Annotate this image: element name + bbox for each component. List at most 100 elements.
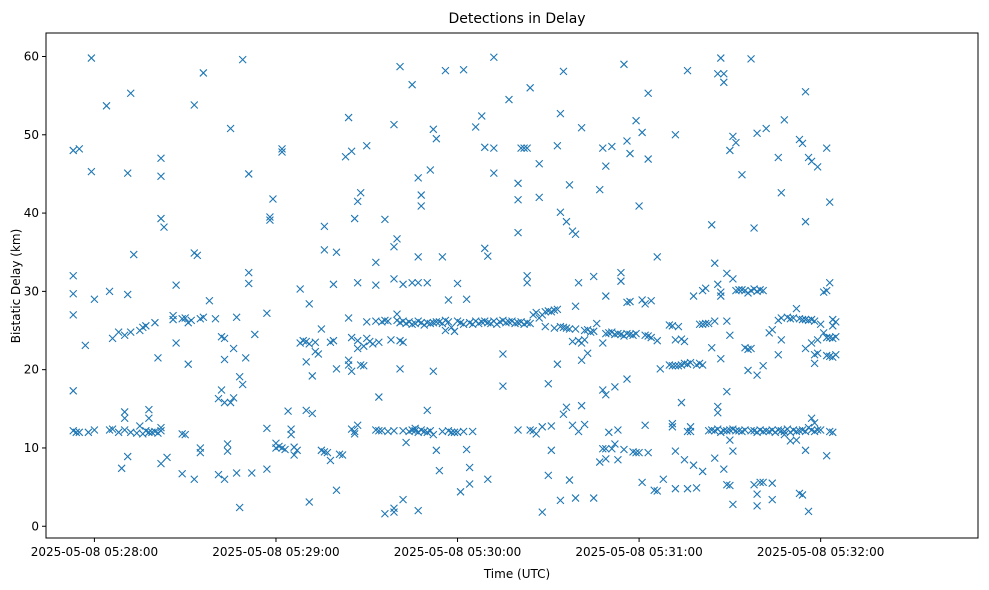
data-point — [601, 390, 610, 399]
data-point — [483, 475, 492, 484]
data-point — [671, 484, 680, 493]
data-point — [390, 508, 398, 517]
data-point — [641, 331, 650, 340]
data-point — [601, 329, 610, 338]
data-point — [713, 280, 722, 289]
data-point — [795, 135, 804, 144]
data-point — [774, 426, 783, 434]
data-point — [417, 191, 426, 199]
data-point — [305, 498, 314, 506]
data-point — [84, 428, 93, 437]
data-point — [129, 250, 138, 259]
data-point — [819, 328, 828, 337]
data-point — [635, 448, 643, 457]
data-point — [831, 350, 840, 359]
data-point — [290, 451, 299, 459]
data-point — [774, 153, 783, 162]
data-point — [393, 235, 401, 243]
data-point — [614, 455, 622, 464]
data-point — [825, 278, 834, 287]
data-point — [114, 328, 123, 336]
data-point — [450, 428, 459, 437]
data-point — [154, 354, 162, 362]
data-point — [822, 451, 831, 460]
data-point — [396, 364, 404, 373]
data-point — [220, 355, 229, 364]
x-tick-label: 2025-05-08 05:28:00 — [31, 545, 158, 559]
data-point — [810, 359, 819, 368]
data-point — [293, 446, 302, 455]
data-point — [553, 141, 562, 150]
data-point — [556, 496, 565, 505]
data-point — [69, 271, 78, 280]
data-point — [181, 430, 190, 439]
data-point — [371, 281, 380, 289]
data-point — [604, 328, 613, 337]
data-point — [632, 329, 640, 338]
data-point — [732, 138, 740, 147]
data-point — [69, 146, 78, 155]
data-point — [229, 344, 238, 353]
data-point — [356, 188, 365, 197]
data-point — [553, 360, 562, 369]
data-point — [232, 469, 241, 477]
data-point — [350, 427, 359, 436]
data-point — [756, 285, 765, 294]
data-point — [238, 380, 247, 389]
data-point — [792, 304, 801, 313]
data-point — [447, 323, 456, 332]
data-point — [314, 350, 323, 358]
data-point — [804, 153, 813, 162]
data-point — [320, 222, 329, 231]
data-point — [607, 142, 616, 151]
data-point — [408, 80, 417, 89]
data-point — [753, 502, 761, 510]
data-point — [102, 101, 111, 110]
data-point — [750, 480, 758, 489]
data-point — [69, 310, 78, 319]
data-point — [220, 398, 229, 407]
data-point — [438, 253, 447, 261]
data-point — [759, 286, 768, 295]
data-point — [729, 447, 737, 455]
data-point — [226, 398, 235, 407]
data-point — [483, 252, 492, 261]
data-point — [362, 318, 371, 326]
data-point — [719, 69, 728, 78]
data-point — [607, 444, 616, 453]
data-point — [656, 364, 665, 373]
data-point — [713, 408, 722, 417]
data-point — [178, 469, 187, 478]
data-point — [353, 278, 362, 287]
data-point — [459, 427, 468, 436]
data-point — [247, 469, 256, 477]
data-point — [716, 54, 725, 62]
y-tick-label: 30 — [24, 284, 39, 298]
data-point — [462, 295, 471, 304]
data-point — [399, 495, 407, 504]
data-point — [320, 447, 329, 456]
data-point — [565, 325, 574, 333]
data-point — [553, 305, 562, 314]
data-point — [813, 349, 822, 358]
data-point — [719, 465, 728, 473]
data-point — [75, 428, 84, 437]
data-point — [453, 279, 462, 288]
data-point — [181, 314, 190, 322]
y-tick-label: 40 — [24, 206, 39, 220]
data-point — [423, 406, 432, 415]
data-point — [610, 330, 619, 339]
data-point — [157, 459, 165, 468]
data-point — [541, 307, 550, 316]
data-point — [105, 287, 114, 296]
data-point — [674, 361, 683, 370]
data-point — [523, 278, 532, 287]
data-point — [217, 386, 226, 394]
data-point — [323, 448, 332, 457]
data-point — [459, 65, 468, 74]
data-point — [601, 444, 610, 453]
data-point — [480, 244, 489, 253]
data-point — [601, 162, 610, 170]
data-point — [577, 356, 586, 365]
data-point — [75, 144, 84, 153]
